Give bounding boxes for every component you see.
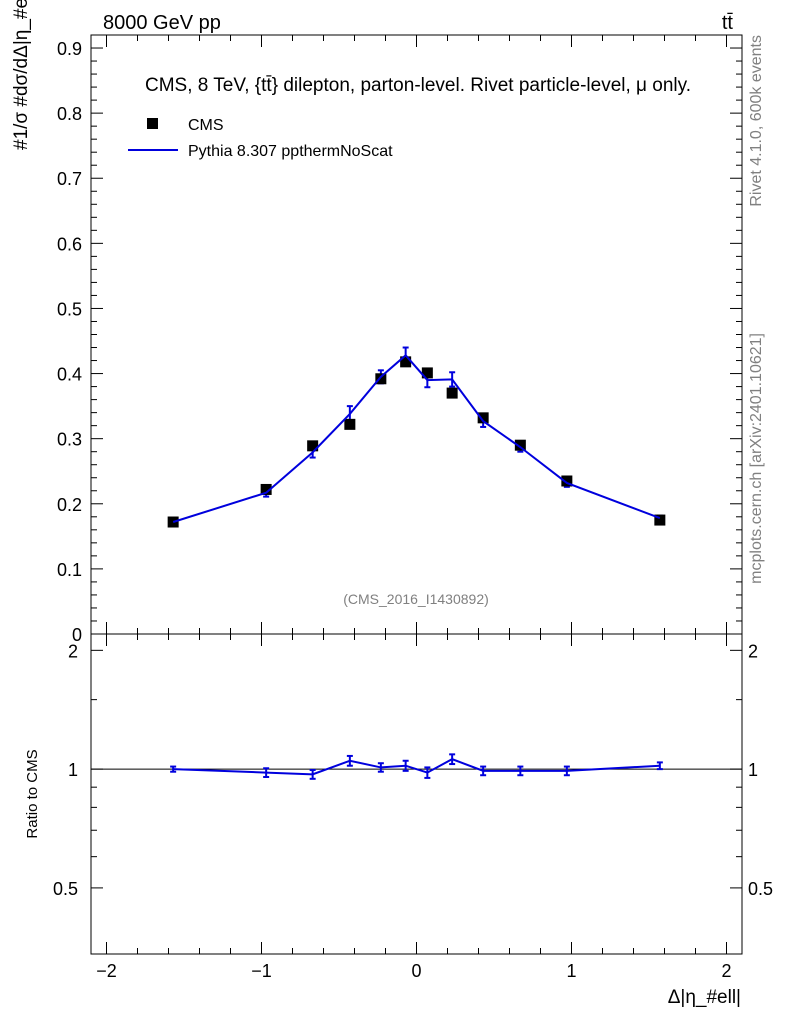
x-tick-label: 1 [566,961,576,981]
y-tick-label-ratio-right: 2 [748,641,758,661]
y-tick-label-ratio-right: 0.5 [748,879,773,899]
ratio-mc-line [173,758,660,776]
y-tick-label-ratio: 2 [68,641,78,661]
y-tick-label-main: 0.4 [57,365,82,385]
ratio-axis-ticks: −2 −1 0 1 2 0.5 0.5 1 1 2 2 [53,634,773,981]
analysis-id-label: (CMS_2016_I1430892) [343,591,489,607]
y-tick-label-main: 0.2 [57,495,82,515]
y-tick-label-ratio-right: 1 [748,760,758,780]
y-tick-label-main: 0.7 [57,169,82,189]
y-tick-label-main: 0.5 [57,299,82,319]
legend-data-label: CMS [188,117,224,134]
main-ylabel: #1/σ #dσ/dΔ|η_#ell| [11,0,32,150]
cms-data-point [375,373,387,385]
ratio-ylabel: Ratio to CMS [24,749,41,838]
legend-data-marker [147,118,158,129]
legend-mc-label: Pythia 8.307 ppthermNoScat [188,143,393,160]
y-tick-label-main: 0.9 [57,39,82,59]
x-tick-label: 0 [411,961,421,981]
x-tick-label: 2 [721,961,731,981]
cms-data-point [561,475,573,487]
main-y-axis-title: #1/σ #dσ/dΔ|η_#ell| [11,0,32,150]
cms-data-point [421,367,433,379]
ratio-plot-frame [90,633,743,955]
main-axis-ticks: 0 0.1 0.2 0.3 0.4 0.5 0.6 0.7 0.8 0.9 [57,34,742,645]
header-process-label: tt̄ [722,12,734,34]
y-tick-label-main: 0.1 [57,560,82,580]
y-tick-label-main: 0 [72,625,82,645]
cms-data-point [344,418,356,430]
cms-data-point [446,387,458,399]
ratio-plot-marks [170,753,663,780]
x-tick-label: −2 [96,961,117,981]
main-plot-marks [167,346,666,528]
y-tick-label-main: 0.8 [57,104,82,124]
y-tick-label-main: 0.3 [57,430,82,450]
legend: CMS Pythia 8.307 ppthermNoScat [128,117,393,160]
header-energy-label: 8000 GeV pp [103,12,221,34]
y-tick-label-main: 0.6 [57,234,82,254]
x-axis-title: Δ|η_#ell| [668,987,741,1008]
cms-data-point [514,439,526,451]
cms-data-point [654,514,666,526]
cms-data-point [307,440,319,452]
x-tick-label: −1 [251,961,272,981]
mcplots-label: mcplots.cern.ch [arXiv:2401.10621] [748,333,765,584]
cms-data-point [477,412,489,424]
mc-line [172,353,661,523]
y-tick-label-ratio: 0.5 [53,879,78,899]
y-tick-label-ratio: 1 [68,760,78,780]
plot-title: CMS, 8 TeV, {tt̄} dilepton, parton-level… [145,75,691,96]
rivet-version-label: Rivet 4.1.0, 600k events [748,35,765,207]
cms-data-point [400,356,412,368]
cms-data-point [260,483,272,495]
